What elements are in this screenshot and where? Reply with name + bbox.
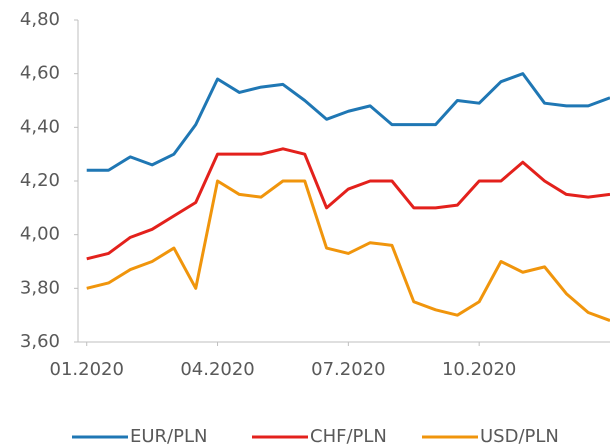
- x-tick-label: 01.2020: [50, 359, 124, 380]
- y-tick-label: 4,60: [20, 63, 60, 84]
- legend-label: CHF/PLN: [310, 426, 387, 446]
- x-tick-label: 07.2020: [311, 359, 385, 380]
- y-tick-label: 3,80: [20, 277, 60, 298]
- legend-label: EUR/PLN: [130, 426, 207, 446]
- x-tick-label: 10.2020: [442, 359, 516, 380]
- y-tick-label: 3,60: [20, 331, 60, 352]
- x-tick-label: 04.2020: [180, 359, 254, 380]
- legend-label: USD/PLN: [480, 426, 559, 446]
- y-tick-label: 4,20: [20, 170, 60, 191]
- y-tick-label: 4,40: [20, 116, 60, 137]
- series-line: [86, 179, 610, 322]
- series-line: [86, 72, 610, 172]
- y-tick-label: 4,80: [20, 9, 60, 30]
- y-tick-label: 4,00: [20, 224, 60, 245]
- series-line: [86, 147, 610, 261]
